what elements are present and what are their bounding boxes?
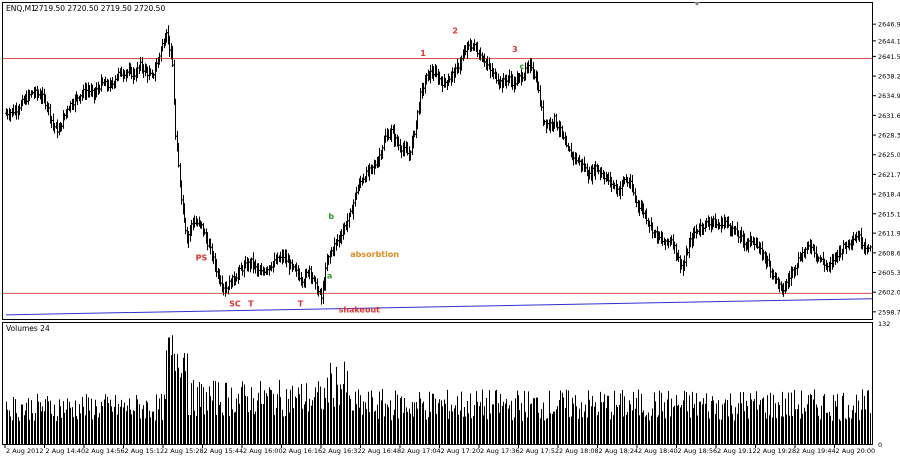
time-tick-label: 2 Aug 19:12: [717, 447, 757, 455]
time-tick-label: 2 Aug 19:44: [796, 447, 836, 455]
time-tick-label: 2 Aug 15:12: [125, 447, 165, 455]
annotation-label: b: [328, 212, 334, 221]
time-tick-label: 2 Aug 16:48: [362, 447, 402, 455]
axis-layer: 2646.95 2644.15 2641.55 2638.25 2634.95 2631.…: [4, 21, 900, 455]
price-tick-label: 2602.00: [878, 289, 900, 297]
time-tick-label: 2 Aug 14:40: [46, 447, 86, 455]
price-tick-label: 2646.95: [878, 21, 900, 29]
price-tick-label: 2631.65: [878, 112, 900, 120]
price-bar: [813, 244, 816, 258]
price-tick-label: 2605.30: [878, 269, 900, 277]
annotation-label: c: [519, 62, 524, 71]
price-bar: [180, 180, 183, 205]
annotation-label: 1: [420, 49, 426, 58]
price-tick-label: 2611.90: [878, 230, 900, 238]
annotation-label: T: [248, 299, 254, 308]
time-tick-label: 2 Aug 15:44: [204, 447, 244, 455]
dropdown-icon[interactable]: [694, 2, 700, 6]
volume-bars: [6, 335, 871, 444]
volume-tick-label: 0: [878, 441, 882, 449]
price-tick-label: 2621.75: [878, 171, 900, 179]
price-tick-label: 2638.25: [878, 73, 900, 81]
time-tick-label: 2 Aug 17:36: [480, 447, 520, 455]
annotation-label: 2: [452, 26, 458, 35]
time-tick-label: 2 Aug 19:28: [757, 447, 797, 455]
price-bars: [5, 25, 872, 305]
price-bar: [184, 217, 187, 235]
time-tick-label: 2 Aug 16:32: [322, 447, 362, 455]
volume-panel-frame: [2, 322, 873, 445]
level-lines: [3, 57, 873, 316]
time-tick-label: 2 Aug 2012: [6, 447, 44, 455]
price-tick-label: 2608.60: [878, 249, 900, 257]
price-tick-label: 2625.05: [878, 151, 900, 159]
time-tick-label: 2 Aug 16:16: [283, 447, 323, 455]
annotation-label: shakeout: [339, 305, 381, 314]
time-tick-label: 2 Aug 14:56: [85, 447, 125, 455]
time-tick-label: 2 Aug 20:00: [836, 447, 876, 455]
annotation-label: a: [327, 271, 332, 280]
time-tick-label: 2 Aug 18:56: [678, 447, 718, 455]
time-tick-label: 2 Aug 15:28: [164, 447, 204, 455]
price-tick-label: 2598.70: [878, 308, 900, 316]
time-tick-label: 2 Aug 17:20: [441, 447, 481, 455]
annotation-label: T: [298, 299, 304, 308]
trend-line: [5, 298, 873, 316]
ohlc-label: 2719.50 2720.50 2719.50 2720.50: [34, 4, 165, 13]
annotation-label: 3: [512, 45, 518, 54]
price-panel-frame: [2, 2, 873, 320]
price-tick-label: 2644.15: [878, 37, 900, 45]
price-tick-label: 2641.55: [878, 53, 900, 61]
price-bar: [173, 59, 176, 105]
time-tick-label: 2 Aug 18:40: [638, 447, 678, 455]
price-bar: [869, 245, 872, 252]
symbol-label: ENQ,M1: [6, 4, 36, 13]
volume-title: Volumes 24: [6, 324, 50, 333]
price-bar: [161, 38, 164, 52]
price-tick-label: 2615.15: [878, 210, 900, 218]
volume-tick-label: 132: [878, 320, 890, 328]
time-tick-label: 2 Aug 18:24: [599, 447, 639, 455]
price-tick-label: 2618.45: [878, 191, 900, 199]
annotation-label: SC: [229, 299, 241, 308]
time-tick-label: 2 Aug 16:00: [243, 447, 283, 455]
price-tick-label: 2628.35: [878, 132, 900, 140]
price-bar: [228, 275, 231, 291]
time-tick-label: 2 Aug 17:04: [401, 447, 441, 455]
time-tick-label: 2 Aug 17:52: [520, 447, 560, 455]
annotation-label: absorbtion: [350, 250, 399, 259]
price-bar: [483, 53, 486, 67]
price-tick-label: 2634.95: [878, 92, 900, 100]
time-tick-label: 2 Aug 18:08: [559, 447, 599, 455]
annotation-label: PS: [196, 254, 208, 263]
